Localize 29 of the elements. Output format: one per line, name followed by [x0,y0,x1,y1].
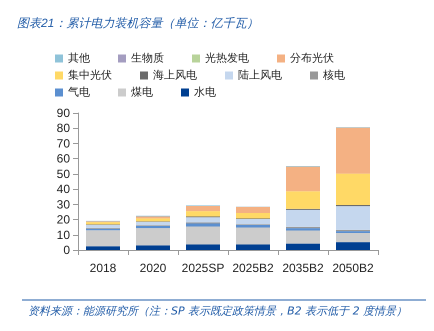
x-tick-label: 2035B2 [282,261,324,275]
legend-label: 水电 [194,86,216,98]
chart-title: 图表21：累计电力装机容量（单位：亿千瓦） [17,16,258,30]
legend-label: 光热发电 [205,52,249,64]
y-tick-label: 50 [56,166,70,181]
y-tick-label: 0 [63,243,70,257]
y-tick-label: 30 [56,197,70,212]
legend-label: 其他 [68,52,90,64]
legend-label: 海上风电 [153,68,197,82]
x-tick-label: 2020 [140,261,167,275]
legend-label: 分布光伏 [290,52,334,64]
y-tick-label: 80 [56,121,70,136]
x-tick-label: 2050B2 [332,261,374,275]
legend-label: 陆上风电 [238,68,282,82]
y-tick-label: 40 [56,182,70,196]
legend-label: 集中光伏 [68,68,112,82]
legend-label: 核电 [322,68,345,82]
y-tick-label: 20 [56,212,70,227]
y-tick-label: 60 [56,152,70,166]
y-tick-label: 70 [56,136,70,150]
x-tick-label: 2025SP [182,261,224,275]
legend-label: 气电 [68,86,90,98]
y-tick-label: 10 [56,228,70,242]
legend-label: 生物质 [131,52,164,64]
x-tick-label: 2018 [90,261,117,275]
y-tick-label: 90 [56,106,70,120]
legend-label: 煤电 [131,86,153,98]
x-tick-label: 2025B2 [232,261,274,275]
text: 资料来源：能源研究所（注：SP 表示既定政策情景，B2 表示低于 2 度情景） [28,304,408,318]
